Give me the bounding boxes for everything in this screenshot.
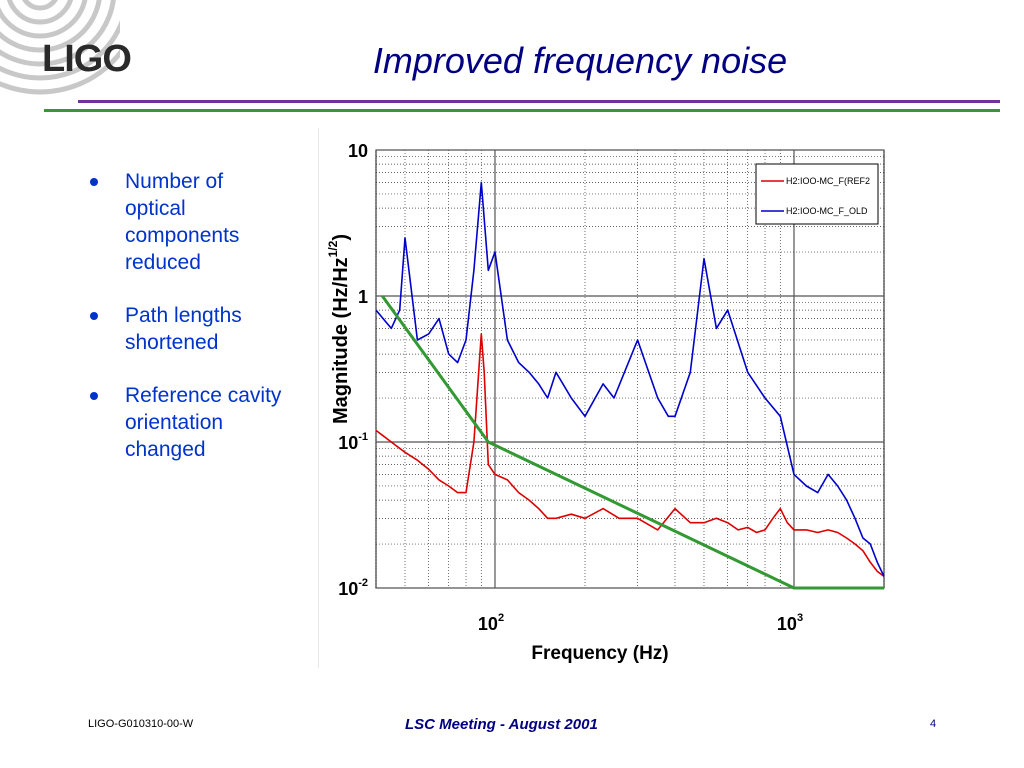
y-tick-label: 1 [358,287,368,307]
series-line-1 [375,333,885,578]
frequency-noise-chart: 10 1 10-1 10-2 102 103 Frequency (Hz) Magnitude… [318,128,885,668]
y-axis-label: Magnitude (Hz/Hz1/2) [326,234,352,424]
x-axis-label: Frequency (Hz) [531,643,668,664]
title-rule-purple [78,100,1000,103]
x-tick-label: 103 [777,612,803,634]
bullet-item: Number of optical components reduced [88,168,288,276]
slide-title: Improved frequency noise [372,40,788,81]
legend-label: H2:IOO-MC_F(REF2 [786,176,870,186]
page-number: 4 [930,718,937,730]
bullet-dot-icon [90,178,98,186]
series-line-3 [381,295,884,590]
y-tick-label: 10 [348,141,368,161]
bullet-dot-icon [90,312,98,320]
footer-meeting: LSC Meeting - August 2001 [405,716,598,733]
bullet-dot-icon [90,392,98,400]
y-tick-label: 10-2 [338,577,368,599]
logo-arcs-graphic [0,0,120,95]
bullet-item: Reference cavity orientation changed [88,382,288,463]
legend-box [755,163,879,225]
bullet-item: Path lengths shortened [88,302,288,356]
bullet-text: Number of optical components reduced [125,170,240,274]
legend-label: H2:IOO-MC_F_OLD [786,206,868,216]
x-tick-label: 102 [478,612,504,634]
bullet-list: Number of optical components reduced Pat… [88,168,288,489]
footer-document-id: LIGO-G010310-00-W [88,718,194,730]
bullet-text: Path lengths shortened [125,304,242,354]
y-tick-label: 10-1 [338,431,368,453]
series-line-2 [375,181,885,577]
bullet-text: Reference cavity orientation changed [125,384,282,461]
title-rule-green [44,109,1000,112]
ligo-logo: LIGO [42,38,132,80]
